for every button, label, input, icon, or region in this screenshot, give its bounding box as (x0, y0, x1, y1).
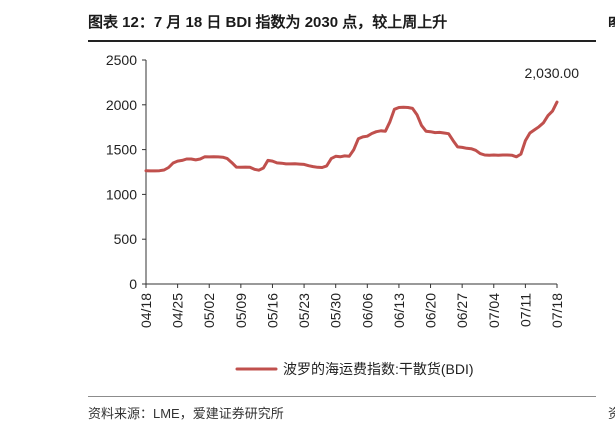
x-tick-label: 07/04 (486, 293, 502, 328)
x-tick-label: 07/11 (517, 293, 533, 327)
x-tick-label: 07/18 (549, 293, 565, 328)
series-layer (144, 100, 559, 173)
source-divider (88, 396, 596, 397)
clipped-neighbor-title-glyph: 图 (608, 13, 615, 27)
y-axis: 0 500 1000 1500 2000 2500 (106, 52, 147, 292)
x-tick-label: 06/27 (454, 293, 470, 328)
legend-label: 波罗的海运费指数:干散货(BDI) (283, 361, 474, 377)
x-tick-label: 04/25 (170, 293, 186, 328)
x-tick-label: 05/30 (328, 293, 344, 328)
source-note: 资料来源：LME，爱建证券研究所 (88, 406, 284, 421)
y-tick-label: 2500 (106, 52, 137, 68)
x-tick-label: 06/13 (391, 293, 407, 328)
y-tick-label: 1500 (106, 142, 137, 158)
y-tick-label: 500 (114, 231, 138, 247)
x-tick-label: 06/06 (359, 293, 375, 328)
y-tick-label: 2000 (106, 97, 137, 113)
x-tick-label: 04/18 (138, 293, 154, 328)
x-tick-label: 05/09 (233, 293, 249, 328)
x-axis: 04/18 04/25 05/02 05/09 05/16 05/23 05/30 06/06… (138, 283, 565, 328)
chart-legend: 波罗的海运费指数:干散货(BDI) (235, 361, 474, 377)
y-tick-label: 1000 (106, 186, 137, 202)
clipped-neighbor-source-glyph: 资 (608, 406, 615, 419)
y-tick-label: 0 (129, 276, 137, 292)
x-tick-label: 05/23 (296, 293, 312, 328)
x-tick-label: 06/20 (423, 293, 439, 328)
annotation-layer: 2,030.00 (525, 65, 580, 81)
x-tick-label: 05/02 (201, 293, 217, 328)
bdi-series-line (144, 100, 559, 173)
x-tick-label: 05/16 (264, 293, 280, 328)
title-underline (88, 40, 596, 42)
last-value-label: 2,030.00 (525, 65, 580, 81)
figure-title: 图表 12：7 月 18 日 BDI 指数为 2030 点，较上周上升 (88, 14, 448, 31)
